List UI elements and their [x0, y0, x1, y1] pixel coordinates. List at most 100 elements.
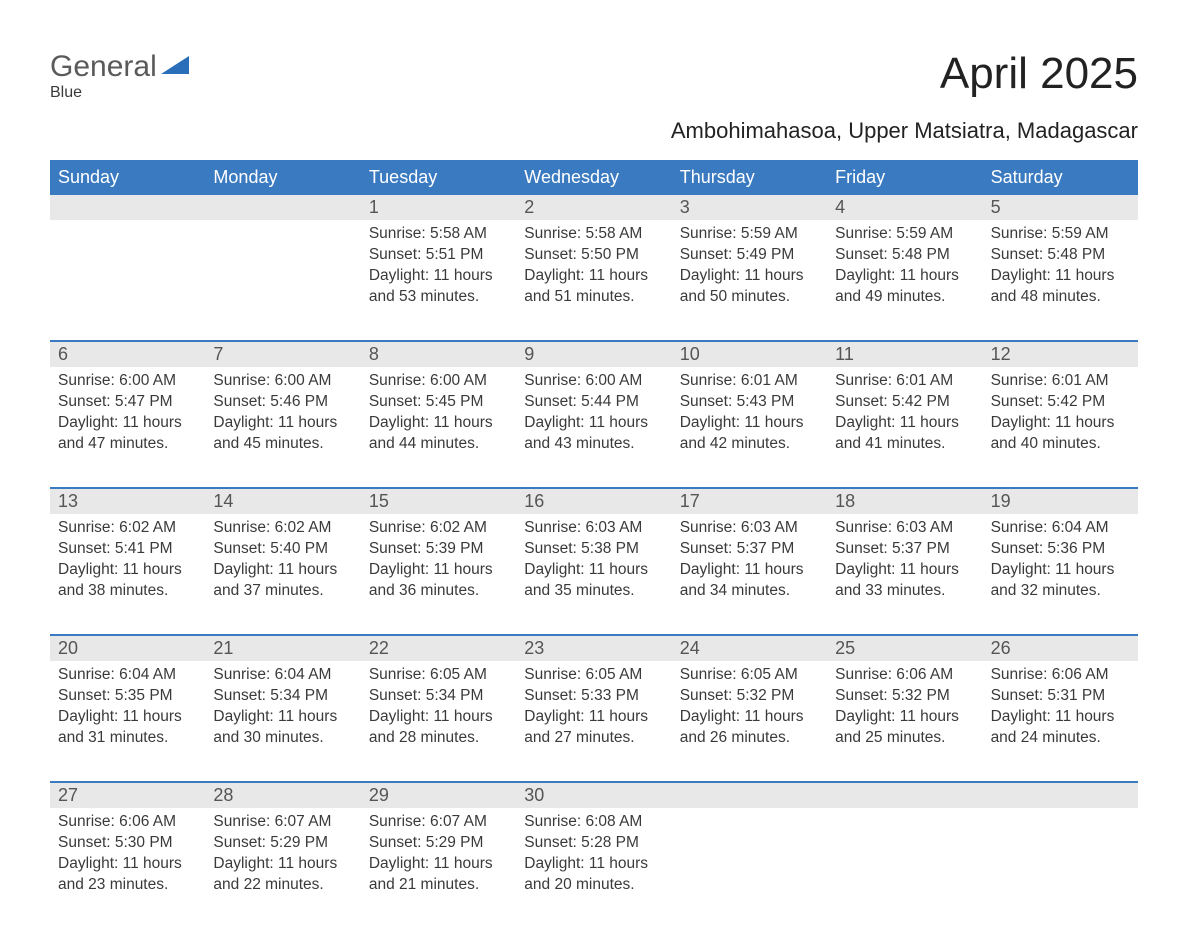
day-number-row: 20212223242526: [50, 634, 1138, 661]
sunrise-text: Sunrise: 6:04 AM: [991, 518, 1130, 539]
day-cell: [205, 220, 360, 320]
day-number: [827, 783, 982, 808]
day-cell: Sunrise: 6:04 AMSunset: 5:36 PMDaylight:…: [983, 514, 1138, 614]
week-row: 12345Sunrise: 5:58 AMSunset: 5:51 PMDayl…: [50, 195, 1138, 320]
day-number: 4: [827, 195, 982, 220]
sunset-text: Sunset: 5:29 PM: [369, 833, 508, 854]
day-cells-row: Sunrise: 6:00 AM Sunset: 5:47 PM Daylight:…: [50, 367, 1138, 467]
sunset-text: Sunset: 5:45 PM: [369, 392, 508, 413]
day-cell: Sunrise: 6:04 AMSunset: 5:34 PMDaylight:…: [205, 661, 360, 761]
day-number: 18: [827, 489, 982, 514]
sunrise-text: Sunrise: 6:02 AM: [58, 518, 197, 539]
day-number-row: 6789101112: [50, 340, 1138, 367]
daylight-text: Daylight: 11 hours and 20 minutes.: [524, 854, 663, 896]
month-title: April 2025: [671, 50, 1138, 98]
weekday-header: Friday: [827, 160, 982, 195]
sunset-text: Sunset: 5:31 PM: [991, 686, 1130, 707]
day-number: 3: [672, 195, 827, 220]
daylight-text: Daylight: 11 hours and 49 minutes.: [835, 266, 974, 308]
logo-triangle-icon: [161, 50, 189, 84]
day-cell: Sunrise: 6:01 AMSunset: 5:43 PMDaylight:…: [672, 367, 827, 467]
daylight-text: Daylight: 11 hours and 33 minutes.: [835, 560, 974, 602]
sunrise-text: Sunrise: 6:06 AM: [58, 812, 197, 833]
sunset-text: Sunset: 5:50 PM: [524, 245, 663, 266]
daylight-text: Daylight: 11 hours and 50 minutes.: [680, 266, 819, 308]
day-cell: Sunrise: 6:02 AMSunset: 5:39 PMDaylight:…: [361, 514, 516, 614]
day-cell: [672, 808, 827, 908]
day-cell: [827, 808, 982, 908]
sunrise-text: Sunrise: 6:02 AM: [369, 518, 508, 539]
day-cell: Sunrise: 6:02 AMSunset: 5:40 PMDaylight:…: [205, 514, 360, 614]
sunset-text: Sunset: 5:48 PM: [991, 245, 1130, 266]
day-number: 22: [361, 636, 516, 661]
sunset-text: Sunset: 5:37 PM: [835, 539, 974, 560]
day-cell: Sunrise: 6:05 AMSunset: 5:33 PMDaylight:…: [516, 661, 671, 761]
sunrise-text: Sunrise: 6:03 AM: [524, 518, 663, 539]
day-number: 12: [983, 342, 1138, 367]
daylight-text: Daylight: 11 hours and 31 minutes.: [58, 707, 197, 749]
sunset-text: Sunset: 5:42 PM: [991, 392, 1130, 413]
daylight-text: Daylight: 11 hours and 40 minutes.: [991, 413, 1130, 455]
day-cell: Sunrise: 6:08 AMSunset: 5:28 PMDaylight:…: [516, 808, 671, 908]
sunset-text: Sunset: 5:29 PM: [213, 833, 352, 854]
day-number: 26: [983, 636, 1138, 661]
day-cell: Sunrise: 6:05 AMSunset: 5:32 PMDaylight:…: [672, 661, 827, 761]
day-cell: Sunrise: 6:01 AMSunset: 5:42 PMDaylight:…: [827, 367, 982, 467]
day-cell: Sunrise: 5:59 AMSunset: 5:49 PMDaylight:…: [672, 220, 827, 320]
sunset-text: Sunset: 5:48 PM: [835, 245, 974, 266]
daylight-text: Daylight: 11 hours and 25 minutes.: [835, 707, 974, 749]
sunset-text: Sunset: 5:37 PM: [680, 539, 819, 560]
daylight-text: Daylight: 11 hours and 43 minutes.: [524, 413, 663, 455]
title-block: April 2025 Ambohimahasoa, Upper Matsiatr…: [671, 50, 1138, 144]
sunrise-text: Sunrise: 5:59 AM: [991, 224, 1130, 245]
sunrise-text: Sunrise: 6:06 AM: [835, 665, 974, 686]
day-cell: Sunrise: 6:02 AMSunset: 5:41 PMDaylight:…: [50, 514, 205, 614]
sunrise-text: Sunrise: 6:01 AM: [991, 371, 1130, 392]
sunrise-text: Sunrise: 6:05 AM: [680, 665, 819, 686]
weekday-header: Sunday: [50, 160, 205, 195]
daylight-text: Daylight: 11 hours and 32 minutes.: [991, 560, 1130, 602]
sunset-text: Sunset: 5:33 PM: [524, 686, 663, 707]
day-cell: Sunrise: 6:06 AMSunset: 5:32 PMDaylight:…: [827, 661, 982, 761]
calendar-grid: Sunday Monday Tuesday Wednesday Thursday…: [50, 160, 1138, 908]
daylight-text: Daylight: 11 hours and 27 minutes.: [524, 707, 663, 749]
sunrise-text: Sunrise: 5:58 AM: [369, 224, 508, 245]
sunset-text: Sunset: 5:44 PM: [524, 392, 663, 413]
logo: General Blue: [50, 50, 189, 102]
sunrise-text: Sunrise: 6:04 AM: [58, 665, 197, 686]
day-cell: Sunrise: 6:00 AMSunset: 5:44 PMDaylight:…: [516, 367, 671, 467]
sunset-text: Sunset: 5:32 PM: [835, 686, 974, 707]
sunset-text: Sunset: 5:39 PM: [369, 539, 508, 560]
day-cell: Sunrise: 6:07 AMSunset: 5:29 PMDaylight:…: [361, 808, 516, 908]
day-number: 21: [205, 636, 360, 661]
daylight-text: Daylight: 11 hours and 45 minutes.: [213, 413, 352, 455]
sunrise-text: Sunrise: 6:01 AM: [835, 371, 974, 392]
day-cell: Sunrise: 6:06 AMSunset: 5:30 PMDaylight:…: [50, 808, 205, 908]
day-number: 27: [50, 783, 205, 808]
day-cell: Sunrise: 6:00 AMSunset: 5:45 PMDaylight:…: [361, 367, 516, 467]
sunrise-text: Sunrise: 6:00 AM: [213, 371, 352, 392]
sunset-text: Sunset: 5:36 PM: [991, 539, 1130, 560]
sunrise-text: Sunrise: 5:58 AM: [524, 224, 663, 245]
week-row: 20212223242526Sunrise: 6:04 AMSunset: 5:…: [50, 634, 1138, 761]
week-row: 27282930Sunrise: 6:06 AMSunset: 5:30 PMD…: [50, 781, 1138, 908]
day-number: 30: [516, 783, 671, 808]
day-cell: Sunrise: 6:03 AMSunset: 5:37 PMDaylight:…: [827, 514, 982, 614]
day-number: 7: [205, 342, 360, 367]
day-number-row: 27282930: [50, 781, 1138, 808]
sunrise-text: Sunrise: 6:00 AM: [369, 371, 508, 392]
daylight-text: Daylight: 11 hours and 26 minutes.: [680, 707, 819, 749]
sunrise-text: Sunrise: 6:01 AM: [680, 371, 819, 392]
daylight-text: Daylight: 11 hours and 53 minutes.: [369, 266, 508, 308]
day-number: 11: [827, 342, 982, 367]
daylight-text: Daylight: 11 hours and 28 minutes.: [369, 707, 508, 749]
calendar-page: General Blue April 2025 Ambohimahasoa, U…: [0, 0, 1188, 948]
day-number: 9: [516, 342, 671, 367]
day-number: 14: [205, 489, 360, 514]
sunset-text: Sunset: 5:47 PM: [58, 392, 197, 413]
daylight-text: Daylight: 11 hours and 21 minutes.: [369, 854, 508, 896]
sunrise-text: Sunrise: 5:59 AM: [680, 224, 819, 245]
day-cells-row: Sunrise: 6:06 AMSunset: 5:30 PMDaylight:…: [50, 808, 1138, 908]
day-cell: Sunrise: 6:06 AMSunset: 5:31 PMDaylight:…: [983, 661, 1138, 761]
day-number: 17: [672, 489, 827, 514]
